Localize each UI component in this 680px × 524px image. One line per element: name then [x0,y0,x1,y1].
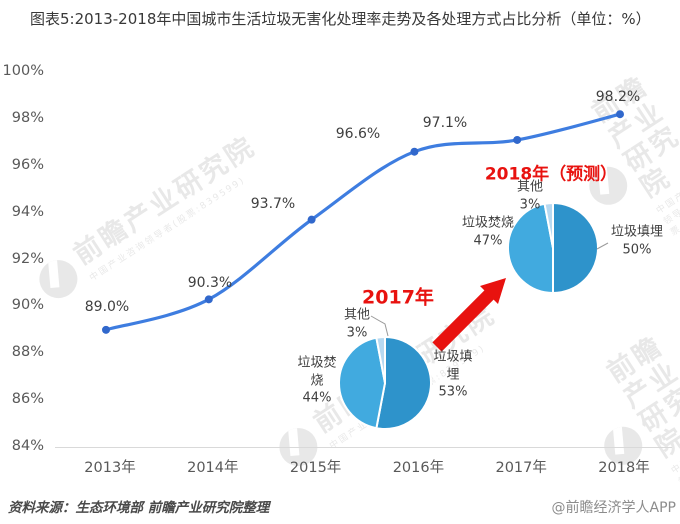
line-point-label: 97.1% [422,115,468,131]
watermark-subtext: 中国产业咨询领导者(股票:839599) [669,431,680,488]
line-point-label: 89.0% [84,299,130,315]
pie-chart-title: 2018年（预测） [484,164,618,185]
leader-line-landfill-2018 [596,242,609,250]
leader-line-other-2017 [370,315,389,337]
pie-label-line: 垃圾填埋 [610,224,664,240]
line-point-label: 96.6% [335,126,381,142]
watermark-subtext: 中国产业咨询领导者(股票:839599) [87,175,248,284]
line-point-label: 90.3% [187,275,233,291]
x-axis-line [55,447,672,448]
pie-label-line: 垃圾焚 [297,355,337,371]
watermark-brand: 前瞻产业研究院 [68,130,262,272]
x-tick-label: 2016年 [392,460,445,476]
y-tick-label: 94% [11,203,44,220]
pie-label-landfill: 垃圾填埋 50% [611,223,663,258]
x-tick-label: 2014年 [187,460,239,476]
line-point-label: 93.7% [250,196,296,212]
y-tick-label: 86% [11,391,44,408]
pie-label-other: 其他 3% [344,306,370,341]
y-tick-label: 96% [11,156,44,173]
x-tick-label: 2013年 [84,460,136,476]
pie-label-incineration: 垃圾焚烧 47% [462,214,514,249]
y-tick-label: 92% [11,250,44,267]
pie-label-line: 烧 [310,373,324,389]
watermark: 前瞻产业研究院 中国产业咨询领导者(股票:839599) [30,130,269,309]
watermark: 前瞻产业研究院 中国产业咨询领导者(股票:839599) [564,327,680,523]
pie-label-landfill: 垃圾填埋 53% [433,349,472,402]
pie-chart-title: 2017年 [362,286,434,309]
y-tick-label: 90% [11,297,44,314]
watermark-brand: 前瞻产业研究院 [601,330,680,464]
pie-label-line: 埋 [446,367,460,383]
y-tick-label: 88% [11,344,44,361]
pie-label-line: 47% [473,233,503,248]
pie-slice-垃圾填埋 [552,202,599,294]
pie-label-line: 50% [622,242,652,257]
pie-label-line: 3% [346,325,368,340]
pie-label-line: 44% [302,390,332,406]
x-tick-label: 2017年 [495,460,547,476]
pie-label-line: 3% [519,197,541,212]
growth-arrow-icon [432,278,506,352]
source-note: 资料来源：生态环境部 前瞻产业研究院整理 [8,500,270,516]
watermark-subtext: 中国产业咨询领导者(股票:839599) [327,343,488,452]
pie-2017 [338,336,432,430]
y-tick-label: 98% [11,109,44,126]
pie-slice-其他 [375,336,386,384]
pie-slice-其他 [543,202,554,249]
pie-label-other: 其他 3% [517,178,543,213]
line-point-label: 98.2% [595,89,641,105]
y-tick-label: 100% [2,63,44,79]
pie-slice-垃圾焚烧 [507,202,554,294]
pie-2018 [507,202,599,294]
pie-slice-垃圾填埋 [375,336,432,430]
pie-label-line: 其他 [516,179,544,195]
pie-label-line: 其他 [343,307,371,323]
pie-label-line: 垃圾填 [433,349,473,365]
credit-note: @前瞻经济学人APP [551,500,676,516]
x-tick-label: 2018年 [598,460,650,476]
pie-slice-垃圾焚烧 [338,336,386,430]
y-tick-label: 84% [11,438,44,454]
chart-title: 图表5:2013-2018年中国城市生活垃圾无害化处理率走势及各处理方式占比分析… [30,10,651,28]
pie-label-incineration: 垃圾焚烧 44% [297,355,336,408]
x-tick-label: 2015年 [289,460,342,476]
pie-label-line: 垃圾焚烧 [461,215,515,231]
pie-label-line: 53% [438,384,468,400]
